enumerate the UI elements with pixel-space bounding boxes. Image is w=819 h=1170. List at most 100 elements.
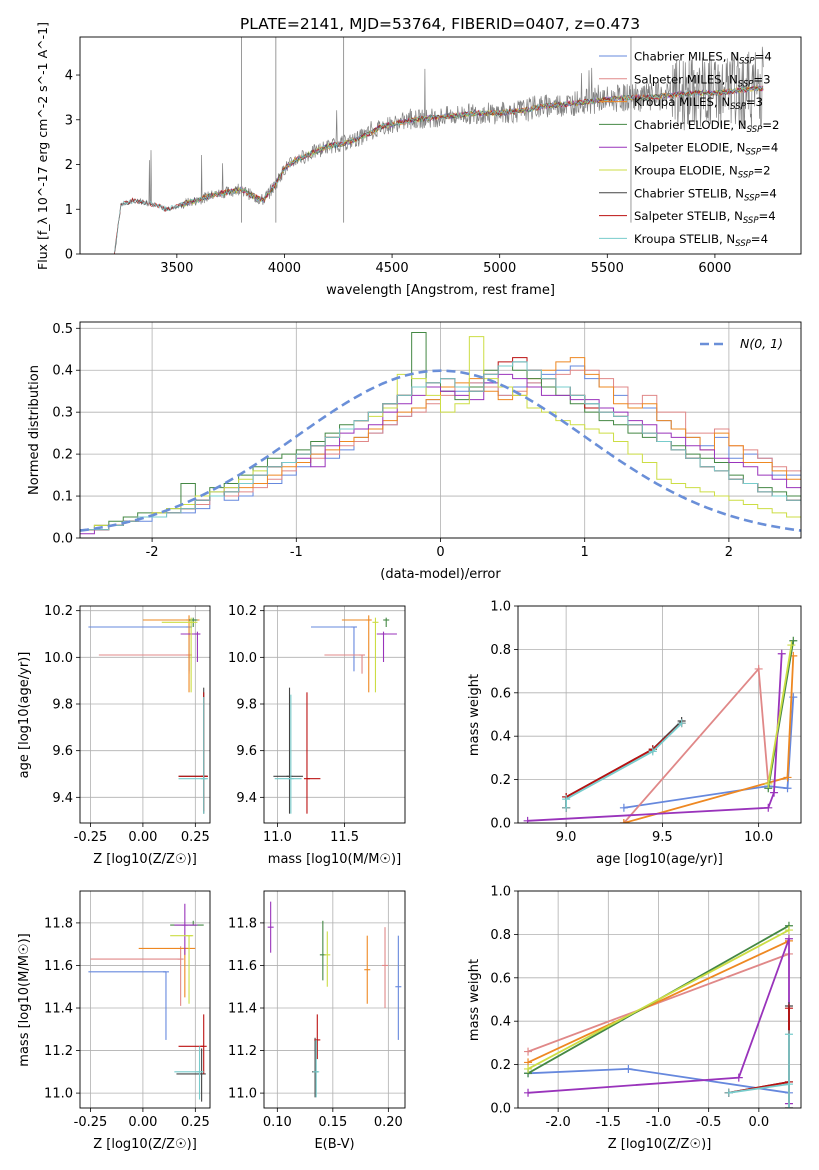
error-point: [176, 1048, 206, 1102]
y-tick-label: 0.8: [490, 643, 511, 658]
y-tick-label: 11.2: [44, 1044, 73, 1059]
y-tick-label: 11.4: [228, 1002, 257, 1017]
y-tick-label: 0: [65, 248, 73, 263]
y-tick-label: 11.0: [44, 1087, 73, 1102]
error-point: [178, 697, 208, 814]
x-tick-label: 2: [725, 545, 733, 560]
error-point: [382, 927, 389, 1009]
x-tick-label: -0.25: [74, 1115, 108, 1130]
weight-line: [565, 722, 683, 808]
y-axis-label: mass weight: [467, 959, 482, 1041]
mass-vs-z-grid: [80, 891, 210, 1108]
y-axis-label: Normed distribution: [27, 365, 42, 495]
age-vs-z-ticks: -0.25 0.00 0.25 9.4 9.6 9.8 10.0 10.2: [44, 604, 210, 845]
weight-line: [767, 644, 793, 785]
y-tick-label: 9.4: [52, 791, 73, 806]
weight-marker: [734, 1073, 743, 1082]
x-tick-label: 0.25: [181, 830, 210, 845]
y-tick-label: 11.8: [44, 916, 73, 931]
residuals-plot: -2 -1 0 1 2 0.0 0.1 0.2 0.3 0.4 0.5 N(0, 1) (data-mo…: [27, 321, 802, 582]
weight-marker: [524, 1064, 533, 1073]
residuals-data: [80, 331, 801, 538]
error-point: [395, 935, 402, 1040]
legend-entry: Kroupa MILES, NSSP=3: [634, 95, 763, 112]
error-point: [174, 1046, 204, 1100]
weight-marker: [648, 747, 657, 756]
y-tick-label: 10.0: [44, 651, 73, 666]
y-axis-label: Flux [f_λ 10^-17 erg cm^-2 s^-1 A^-1]: [35, 22, 50, 270]
legend-entry: Chabrier ELODIE, NSSP=2: [634, 118, 779, 135]
x-tick-label: -2.0: [545, 1115, 570, 1130]
x-tick-label: 5500: [591, 261, 624, 276]
error-point: [303, 692, 321, 814]
legend-entry: Chabrier MILES, NSSP=4: [634, 50, 772, 67]
x-tick-label: 3500: [160, 261, 193, 276]
mass-vs-z-ticks: -0.25 0.00 0.25 11.0 11.2 11.4 11.6 11.8: [44, 916, 210, 1130]
weight-marker: [562, 803, 571, 812]
axes-frame: [263, 605, 406, 824]
axes-frame: [263, 890, 406, 1109]
weight-marker: [677, 719, 686, 728]
y-tick-label: 0.1: [52, 490, 73, 505]
legend-entry: Salpeter MILES, NSSP=3: [634, 72, 771, 89]
y-tick-label: 0.4: [490, 1015, 511, 1030]
y-tick-label: 3: [65, 113, 73, 128]
y-tick-label: 0.4: [490, 730, 511, 745]
y-tick-label: 10.2: [44, 604, 73, 619]
y-tick-label: 0.6: [490, 686, 511, 701]
weight-marker: [624, 1064, 633, 1073]
age-vs-mass-ticks: 11.0 11.5 9.4 9.6 9.8 10.0 10.2: [228, 604, 359, 845]
error-point: [372, 617, 379, 693]
y-tick-label: 9.6: [52, 744, 73, 759]
y-axis-label: mass weight: [467, 674, 482, 756]
weight-marker: [754, 664, 763, 673]
weight-marker: [789, 636, 798, 645]
weight-marker: [764, 779, 773, 788]
x-tick-label: 4500: [376, 261, 409, 276]
age-vs-z-plot: -0.25 0.00 0.25 9.4 9.6 9.8 10.0 10.2 Z [log10(Z…: [17, 604, 211, 867]
mass-weight-vs-age-ticks: 9.0 9.5 10.0 0.0 0.2 0.4 0.6 0.8 1.0: [490, 600, 773, 846]
legend-entry: N(0, 1): [740, 336, 783, 351]
error-point: [383, 617, 390, 627]
spectrum-data: [114, 37, 764, 254]
axes-frame: [79, 36, 802, 255]
weight-marker: [524, 1088, 533, 1097]
error-point: [319, 920, 326, 981]
y-tick-label: 11.2: [228, 1044, 257, 1059]
x-tick-label: 0.0: [749, 1115, 770, 1130]
residuals-grid: [80, 322, 801, 539]
y-tick-label: 0.0: [490, 1102, 511, 1117]
y-tick-label: 1.0: [490, 600, 511, 615]
error-point: [180, 631, 201, 662]
histogram-step-1: [80, 369, 801, 538]
axes-frame: [79, 605, 211, 824]
weight-line: [623, 697, 795, 809]
x-tick-label: 10.0: [744, 830, 773, 845]
y-tick-label: 10.2: [228, 604, 257, 619]
x-tick-label: 0.00: [128, 1115, 157, 1130]
mass-weight-vs-age-data: [523, 636, 798, 823]
y-tick-label: 11.8: [228, 916, 257, 931]
x-axis-label: (data-model)/error: [380, 567, 501, 582]
x-tick-label: 0.15: [318, 1115, 347, 1130]
legend-entry: Salpeter ELODIE, NSSP=4: [634, 141, 778, 158]
error-point: [138, 947, 196, 998]
spectrum-plot: 3500 4000 4500 5000 5500 6000 0 1 2 3 4 Chabrier MI…: [35, 22, 802, 298]
x-tick-label: -2: [146, 545, 159, 560]
x-tick-label: 9.0: [556, 830, 577, 845]
error-point: [364, 935, 371, 1004]
histogram-step-0: [80, 365, 801, 538]
residuals-ticks: -2 -1 0 1 2 0.0 0.1 0.2 0.3 0.4 0.5: [52, 322, 733, 560]
plots-layer: 3500 4000 4500 5000 5500 6000 0 1 2 3 4 Chabrier MI…: [17, 22, 802, 1152]
y-tick-label: 0.2: [490, 1058, 511, 1073]
x-tick-label: 11.5: [330, 830, 359, 845]
y-tick-label: 0.6: [490, 971, 511, 986]
y-tick-label: 2: [65, 158, 73, 173]
age-vs-z-data: [88, 615, 208, 814]
weight-line: [527, 940, 790, 1064]
spectrum-ticks: 3500 4000 4500 5000 5500 6000 0 1 2 3 4: [65, 69, 732, 276]
weight-marker: [784, 926, 793, 935]
age-vs-mass-grid: [264, 606, 405, 823]
x-axis-label: mass [log10(M/M☉)]: [268, 852, 401, 867]
